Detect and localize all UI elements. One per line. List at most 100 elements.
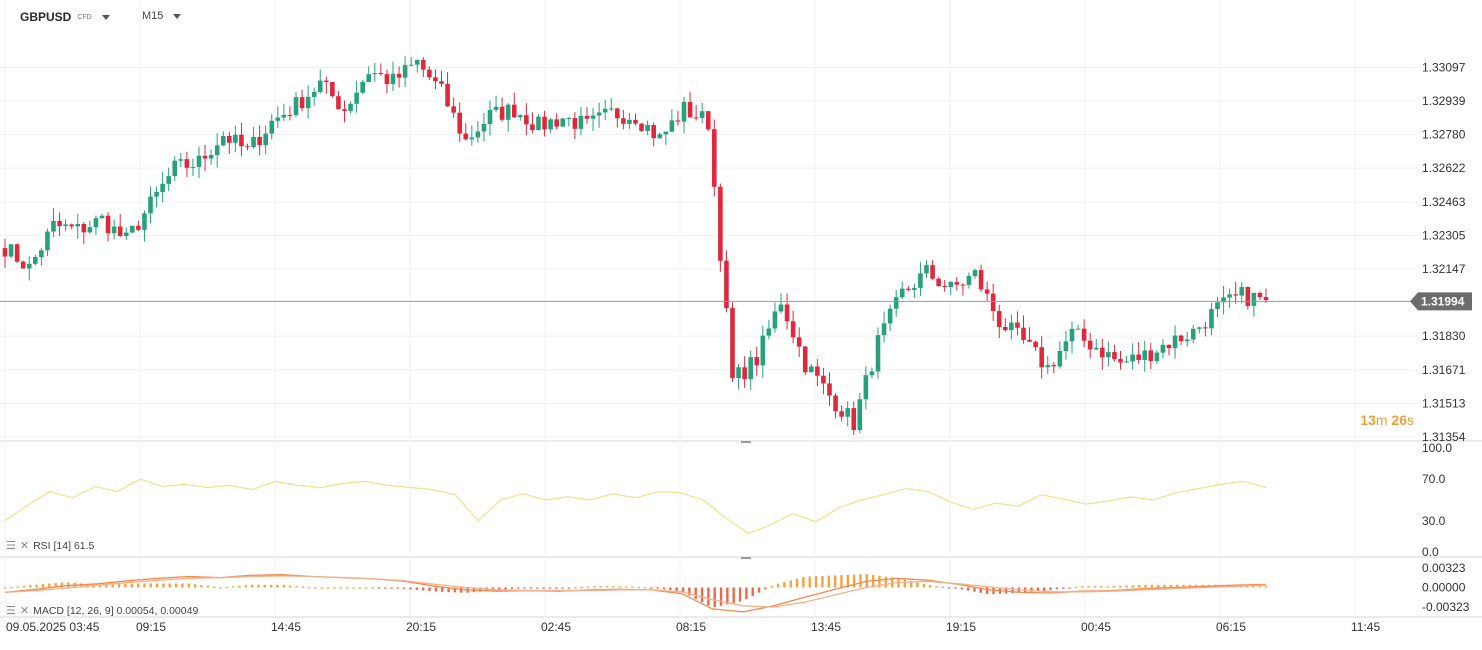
macd-hist-bar: [1119, 585, 1122, 588]
macd-hist-bar: [250, 584, 254, 588]
candle-up: [130, 225, 135, 233]
macd-hist-bar: [973, 587, 976, 592]
macd-hist-bar: [960, 587, 964, 590]
candle-up: [899, 281, 905, 300]
candle-down: [584, 107, 590, 124]
candle-up: [348, 101, 353, 114]
candle-down: [827, 372, 832, 406]
timer-minutes-unit: m: [1375, 412, 1388, 428]
macd-hist-bar: [985, 587, 989, 594]
macd-hist-bar: [529, 587, 533, 589]
macd-hist-bar: [783, 582, 786, 588]
macd-hist-bar: [1055, 587, 1059, 590]
candle-down: [675, 110, 681, 126]
candle-down: [996, 304, 1002, 339]
macd-hist-bar: [1163, 584, 1166, 588]
macd-hist-bar: [403, 587, 406, 589]
macd-hist-bar: [859, 574, 862, 588]
macd-hist-bar: [643, 587, 647, 589]
macd-hist-bar: [3, 587, 7, 589]
candle-up: [681, 96, 687, 134]
macd-hist-bar: [808, 576, 811, 588]
candle-down: [705, 110, 711, 132]
candle-up: [972, 268, 978, 279]
macd-hist-bar: [1125, 585, 1128, 588]
settings-icon[interactable]: ☰: [6, 540, 16, 552]
macd-hist-bar: [162, 583, 165, 588]
candle-down: [784, 293, 790, 330]
macd-hist-bar: [1182, 584, 1185, 588]
candle-up: [1239, 281, 1245, 304]
macd-hist-bar: [10, 586, 13, 589]
macd-hist-bar: [60, 582, 64, 588]
candle-up: [875, 327, 881, 379]
candle-down: [693, 104, 699, 121]
macd-hist-bar: [498, 587, 501, 590]
candle-up: [1069, 321, 1075, 354]
macd-hist-bar: [364, 587, 368, 589]
macd-hist-bar: [111, 584, 114, 588]
macd-hist-bar: [751, 587, 754, 596]
timeframe-selector[interactable]: M15: [142, 10, 182, 22]
macd-hist-bar: [688, 587, 691, 596]
candle-up: [518, 114, 523, 121]
candle-down: [851, 401, 857, 435]
candle-up: [469, 125, 475, 146]
macd-hist-bar: [187, 583, 190, 588]
macd-hist-bar: [415, 587, 419, 590]
candle-down: [1033, 340, 1038, 352]
candle-up: [111, 219, 117, 240]
macd-hist-bar: [105, 584, 108, 588]
macd-hist-bar: [1074, 586, 1078, 589]
macd-hist-bar: [98, 584, 102, 588]
close-icon[interactable]: ✕: [19, 540, 30, 552]
macd-hist-bar: [707, 587, 710, 606]
symbol-selector[interactable]: GBPUSD CFD: [20, 10, 110, 24]
candle-down: [184, 151, 190, 178]
candle-up: [1215, 296, 1220, 318]
candle-up: [208, 149, 214, 165]
candle-up: [214, 133, 220, 168]
candle-up: [1124, 355, 1129, 363]
time-tick-label: 02:45: [541, 620, 571, 634]
price-tick-label: 1.32305: [1422, 228, 1466, 242]
candle-up: [1093, 339, 1099, 351]
macd-hist-bar: [206, 585, 209, 588]
candle-down: [978, 264, 984, 292]
settings-icon[interactable]: ☰: [6, 605, 16, 617]
macd-hist-bar: [1004, 587, 1008, 594]
candle-down: [239, 122, 244, 157]
macd-hist-bar: [580, 586, 583, 589]
candle-up: [857, 392, 863, 434]
candle-up: [160, 171, 165, 203]
candle-down: [802, 345, 808, 376]
candle-up: [772, 302, 778, 333]
macd-hist-bar: [1150, 584, 1154, 588]
candle-down: [633, 113, 638, 126]
candle-up: [154, 186, 159, 208]
close-icon[interactable]: ✕: [19, 605, 30, 617]
candle-up: [1154, 350, 1160, 365]
macd-hist-bar: [738, 587, 742, 602]
rsi-legend: ☰ ✕ RSI [14] 61.5: [6, 539, 94, 553]
candle-down: [1263, 288, 1269, 303]
time-tick-label: 20:15: [406, 620, 436, 634]
macd-hist-bar: [745, 587, 748, 600]
candle-down: [621, 110, 626, 130]
time-tick-label: 13:45: [811, 620, 841, 634]
candle-down: [990, 284, 996, 322]
candle-down: [1166, 344, 1172, 356]
macd-hist-bar: [1252, 585, 1255, 588]
macd-hist-bar: [954, 587, 957, 589]
macd-hist-bar: [510, 587, 514, 589]
candle-down: [439, 70, 444, 87]
candle-down: [324, 76, 329, 94]
macd-hist-bar: [479, 587, 482, 592]
macd-hist-bar: [890, 577, 894, 588]
macd-hist-bar: [846, 574, 849, 588]
candle-up: [1142, 340, 1148, 372]
candle-up: [596, 102, 602, 128]
candle-up: [699, 103, 705, 124]
time-tick-label: 09:15: [136, 620, 166, 634]
